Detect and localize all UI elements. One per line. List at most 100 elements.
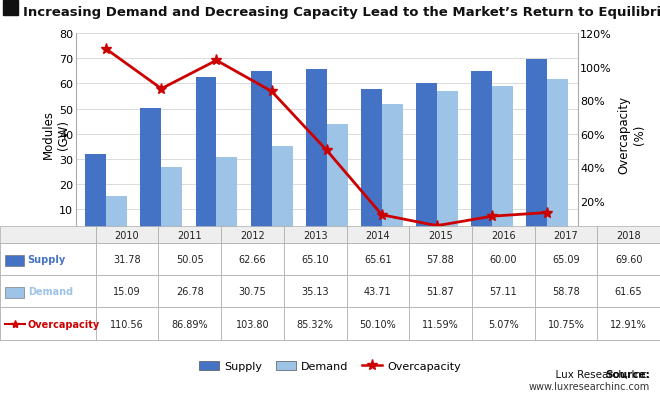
- Bar: [0, 276, 96, 308]
- Text: Supply: Supply: [28, 255, 66, 265]
- Bar: [306, 70, 327, 235]
- Bar: [382, 105, 403, 235]
- Bar: [158, 308, 221, 340]
- Text: 103.80: 103.80: [236, 319, 269, 329]
- Text: 10.75%: 10.75%: [548, 319, 584, 329]
- Bar: [158, 276, 221, 308]
- Y-axis label: Overcapacity
(%): Overcapacity (%): [618, 95, 645, 173]
- Text: 2011: 2011: [178, 230, 202, 240]
- Bar: [535, 308, 597, 340]
- Bar: [284, 308, 346, 340]
- Bar: [216, 158, 238, 235]
- Bar: [0, 244, 96, 276]
- Bar: [96, 276, 158, 308]
- Bar: [5, 287, 24, 299]
- Text: 86.89%: 86.89%: [172, 319, 208, 329]
- Bar: [141, 109, 161, 235]
- Bar: [284, 276, 346, 308]
- Text: 50.10%: 50.10%: [360, 319, 396, 329]
- Bar: [221, 226, 284, 244]
- Bar: [96, 244, 158, 276]
- Bar: [158, 226, 221, 244]
- Text: 15.09: 15.09: [114, 287, 141, 297]
- Bar: [221, 308, 284, 340]
- Text: 2010: 2010: [115, 230, 139, 240]
- Text: 2013: 2013: [303, 230, 327, 240]
- Bar: [597, 244, 660, 276]
- Bar: [327, 125, 348, 235]
- Bar: [0, 308, 660, 340]
- Text: 2016: 2016: [491, 230, 515, 240]
- Text: 60.00: 60.00: [490, 255, 517, 265]
- Text: www.luxresearchinc.com: www.luxresearchinc.com: [529, 381, 650, 391]
- Text: 58.78: 58.78: [552, 287, 580, 297]
- Text: Source:: Source:: [605, 369, 650, 379]
- Text: 2012: 2012: [240, 230, 265, 240]
- Bar: [472, 226, 535, 244]
- Text: Demand: Demand: [28, 287, 73, 297]
- Text: 26.78: 26.78: [176, 287, 204, 297]
- Bar: [0, 276, 660, 308]
- Bar: [0, 226, 96, 244]
- Legend: Supply, Demand, Overcapacity: Supply, Demand, Overcapacity: [194, 356, 466, 376]
- Bar: [346, 276, 409, 308]
- Bar: [221, 244, 284, 276]
- Bar: [409, 244, 472, 276]
- Bar: [471, 71, 492, 235]
- Text: 11.59%: 11.59%: [422, 319, 459, 329]
- Text: 65.10: 65.10: [302, 255, 329, 265]
- Text: 65.09: 65.09: [552, 255, 579, 265]
- Bar: [284, 244, 346, 276]
- Bar: [472, 276, 535, 308]
- Bar: [535, 276, 597, 308]
- Bar: [195, 77, 216, 235]
- Bar: [96, 226, 158, 244]
- Bar: [96, 308, 158, 340]
- Bar: [221, 276, 284, 308]
- Text: 69.60: 69.60: [615, 255, 642, 265]
- Text: 43.71: 43.71: [364, 287, 391, 297]
- Text: 2018: 2018: [616, 230, 641, 240]
- Bar: [472, 244, 535, 276]
- Text: 61.65: 61.65: [615, 287, 642, 297]
- Text: 2015: 2015: [428, 230, 453, 240]
- Text: 31.78: 31.78: [114, 255, 141, 265]
- Bar: [251, 71, 271, 235]
- Text: 50.05: 50.05: [176, 255, 204, 265]
- Text: 62.66: 62.66: [239, 255, 266, 265]
- Text: Lux Research, Inc.: Lux Research, Inc.: [523, 369, 650, 379]
- Text: Overcapacity: Overcapacity: [28, 319, 100, 329]
- Bar: [526, 60, 547, 235]
- Text: 110.56: 110.56: [110, 319, 144, 329]
- Text: Increasing Demand and Decreasing Capacity Lead to the Market’s Return to Equilib: Increasing Demand and Decreasing Capacit…: [23, 6, 660, 19]
- Text: 57.88: 57.88: [426, 255, 455, 265]
- Bar: [158, 244, 221, 276]
- Bar: [271, 146, 292, 235]
- Bar: [409, 226, 472, 244]
- Text: 51.87: 51.87: [426, 287, 455, 297]
- Bar: [597, 276, 660, 308]
- Text: 30.75: 30.75: [238, 287, 267, 297]
- Text: 2017: 2017: [554, 230, 578, 240]
- Bar: [409, 276, 472, 308]
- Bar: [284, 226, 346, 244]
- Bar: [492, 87, 513, 235]
- Bar: [472, 308, 535, 340]
- Text: 57.11: 57.11: [489, 287, 517, 297]
- Bar: [597, 226, 660, 244]
- Bar: [437, 91, 458, 235]
- Bar: [535, 226, 597, 244]
- Bar: [346, 308, 409, 340]
- Bar: [416, 84, 437, 235]
- Bar: [161, 168, 182, 235]
- Text: 85.32%: 85.32%: [297, 319, 333, 329]
- Y-axis label: Modules
(GW): Modules (GW): [42, 110, 70, 159]
- Bar: [597, 308, 660, 340]
- Text: 5.07%: 5.07%: [488, 319, 519, 329]
- Bar: [361, 89, 382, 235]
- Bar: [0, 244, 660, 276]
- Bar: [346, 244, 409, 276]
- Bar: [0, 308, 96, 340]
- Bar: [547, 80, 568, 235]
- Text: 65.61: 65.61: [364, 255, 391, 265]
